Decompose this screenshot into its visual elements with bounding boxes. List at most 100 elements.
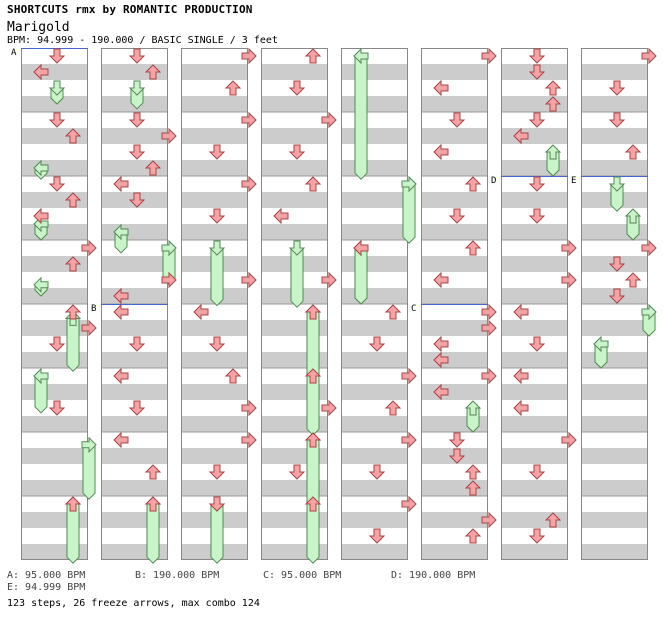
down-arrow-icon: [368, 464, 386, 480]
left-arrow-icon: [33, 367, 49, 385]
left-arrow-icon: [513, 303, 529, 321]
left-arrow-icon: [33, 159, 49, 177]
down-arrow-icon: [288, 144, 306, 160]
up-arrow-icon: [384, 304, 402, 320]
right-arrow-icon: [561, 271, 577, 289]
down-arrow-icon: [528, 64, 546, 80]
up-arrow-icon: [304, 48, 322, 64]
up-arrow-icon: [144, 496, 162, 512]
down-arrow-icon: [608, 112, 626, 128]
down-arrow-icon: [608, 288, 626, 304]
up-arrow-icon: [544, 80, 562, 96]
chart-column: [21, 48, 88, 560]
down-arrow-icon: [128, 144, 146, 160]
down-arrow-icon: [128, 336, 146, 352]
up-arrow-icon: [144, 64, 162, 80]
up-arrow-icon: [384, 400, 402, 416]
down-arrow-icon: [448, 112, 466, 128]
freeze-arrow: [402, 183, 416, 244]
down-arrow-icon: [528, 48, 546, 64]
down-arrow-icon: [128, 48, 146, 64]
left-arrow-icon: [433, 271, 449, 289]
down-arrow-icon: [608, 256, 626, 272]
down-arrow-icon: [208, 208, 226, 224]
right-arrow-icon: [161, 239, 177, 257]
right-arrow-icon: [81, 239, 97, 257]
down-arrow-icon: [128, 192, 146, 208]
bpm-legend-d: D: 190.000 BPM: [391, 570, 476, 581]
freeze-arrow: [82, 444, 96, 500]
down-arrow-icon: [48, 48, 66, 64]
up-arrow-icon: [64, 304, 82, 320]
left-arrow-icon: [433, 143, 449, 161]
down-arrow-icon: [48, 400, 66, 416]
freeze-arrow: [354, 247, 368, 305]
bpm-marker-label: A: [11, 48, 17, 58]
down-arrow-icon: [128, 112, 146, 128]
down-arrow-icon: [208, 464, 226, 480]
down-arrow-icon: [208, 240, 226, 256]
bpm-legend-c: C: 95.000 BPM: [263, 570, 342, 581]
up-arrow-icon: [464, 528, 482, 544]
right-arrow-icon: [161, 127, 177, 145]
right-arrow-icon: [481, 319, 497, 337]
left-arrow-icon: [513, 367, 529, 385]
left-arrow-icon: [113, 431, 129, 449]
down-arrow-icon: [448, 432, 466, 448]
up-arrow-icon: [64, 192, 82, 208]
step-chart: A B C D E: [11, 47, 657, 564]
left-arrow-icon: [113, 303, 129, 321]
up-arrow-icon: [304, 304, 322, 320]
right-arrow-icon: [401, 175, 417, 193]
up-arrow-icon: [304, 176, 322, 192]
left-arrow-icon: [433, 335, 449, 353]
chart-stats: 123 steps, 26 freeze arrows, max combo 1…: [7, 598, 260, 609]
right-arrow-icon: [81, 319, 97, 337]
right-arrow-icon: [81, 436, 97, 454]
bpm-legend-b: B: 190.000 BPM: [135, 570, 220, 581]
left-arrow-icon: [33, 63, 49, 81]
down-arrow-icon: [48, 176, 66, 192]
right-arrow-icon: [481, 47, 497, 65]
down-arrow-icon: [208, 496, 226, 512]
left-arrow-icon: [113, 223, 129, 241]
right-arrow-icon: [401, 431, 417, 449]
up-arrow-icon: [464, 480, 482, 496]
right-arrow-icon: [241, 111, 257, 129]
right-arrow-icon: [401, 367, 417, 385]
right-arrow-icon: [241, 431, 257, 449]
down-arrow-icon: [448, 448, 466, 464]
up-arrow-icon: [464, 464, 482, 480]
left-arrow-icon: [593, 335, 609, 353]
right-arrow-icon: [561, 431, 577, 449]
up-arrow-icon: [64, 496, 82, 512]
down-arrow-icon: [528, 528, 546, 544]
down-arrow-icon: [48, 80, 66, 96]
right-arrow-icon: [481, 303, 497, 321]
chart-column: [341, 48, 408, 560]
right-arrow-icon: [561, 239, 577, 257]
bpm-legend-a: A: 95.000 BPM: [7, 570, 86, 581]
right-arrow-icon: [641, 47, 657, 65]
left-arrow-icon: [433, 351, 449, 369]
down-arrow-icon: [528, 112, 546, 128]
down-arrow-icon: [128, 80, 146, 96]
up-arrow-icon: [544, 512, 562, 528]
down-arrow-icon: [368, 528, 386, 544]
up-arrow-icon: [224, 80, 242, 96]
bpm-marker-label: C: [411, 304, 416, 314]
down-arrow-icon: [288, 464, 306, 480]
freeze-arrow: [354, 55, 368, 180]
down-arrow-icon: [528, 336, 546, 352]
up-arrow-icon: [224, 368, 242, 384]
left-arrow-icon: [193, 303, 209, 321]
down-arrow-icon: [528, 176, 546, 192]
down-arrow-icon: [288, 80, 306, 96]
bpm-marker-label: B: [91, 304, 96, 314]
right-arrow-icon: [241, 271, 257, 289]
down-arrow-icon: [208, 336, 226, 352]
down-arrow-icon: [48, 336, 66, 352]
right-arrow-icon: [481, 511, 497, 529]
freeze-arrow: [66, 317, 80, 372]
down-arrow-icon: [448, 208, 466, 224]
